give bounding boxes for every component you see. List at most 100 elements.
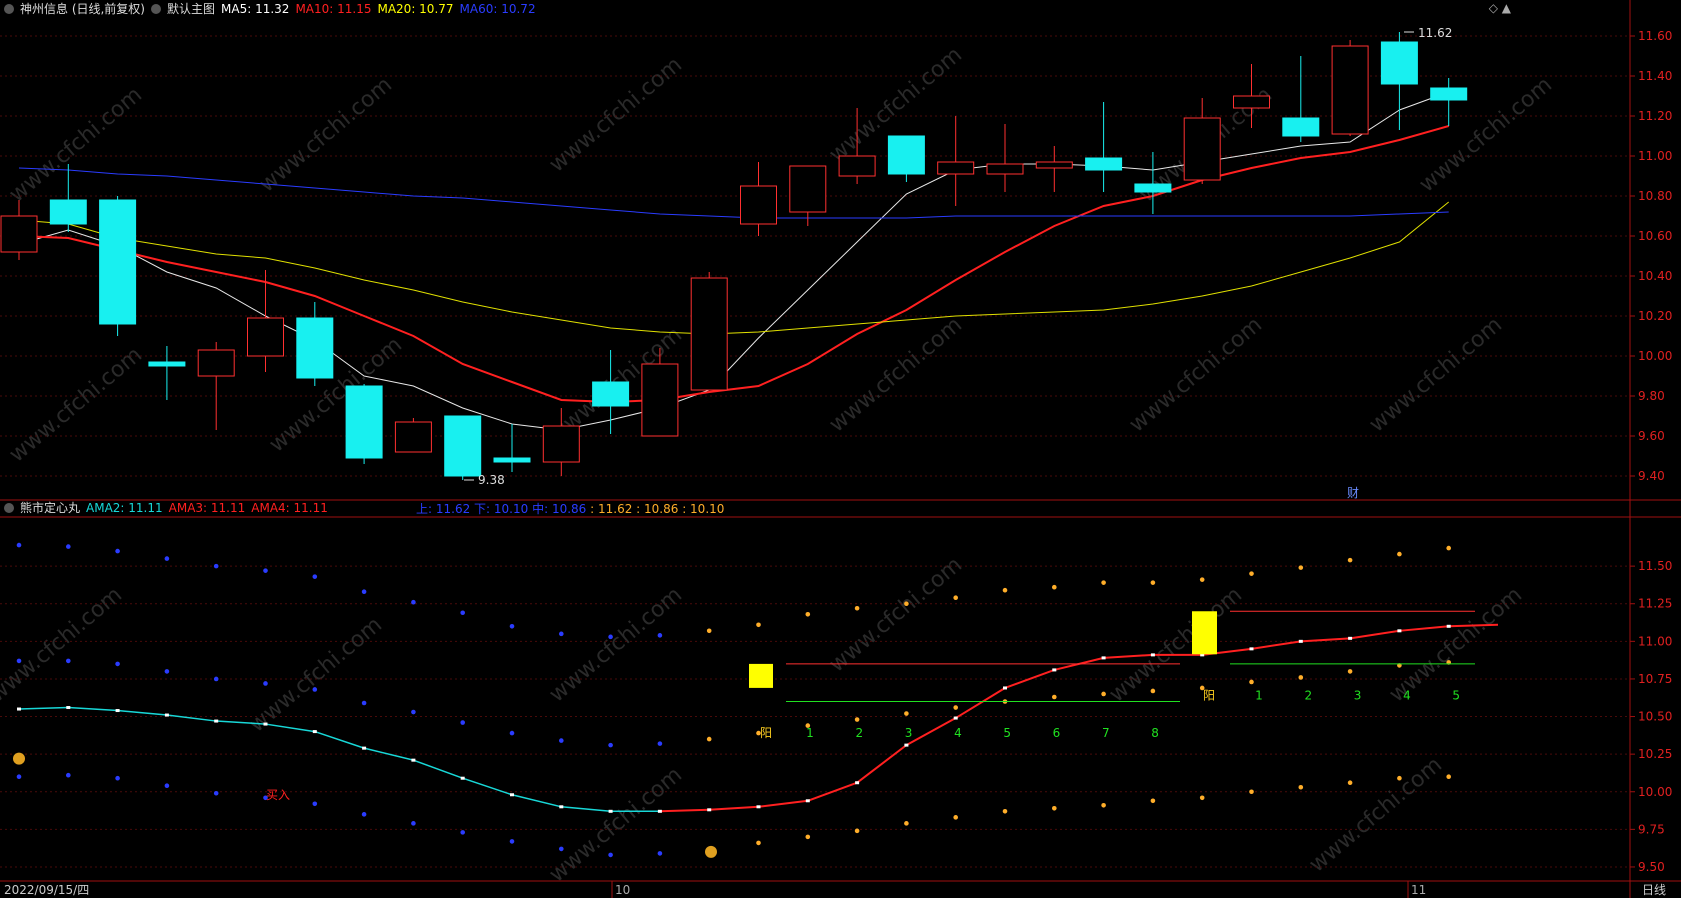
watermark: www.cfchi.com (545, 52, 687, 177)
stock-name[interactable]: 神州信息 (日线,前复权) (20, 2, 145, 16)
band-dot-upper (164, 556, 170, 561)
band-dot-upper (854, 605, 860, 611)
main-chart-label[interactable]: 默认主图 (167, 2, 216, 16)
indicator-tick-label: 11.00 (1638, 634, 1672, 648)
ama-point (1298, 639, 1303, 643)
candle-body (247, 317, 284, 357)
band-dot-lower (1002, 809, 1008, 814)
watermark: www.cfchi.com (1365, 312, 1507, 437)
band-dot-mid (115, 661, 120, 667)
candle-body (444, 415, 482, 477)
mid-value: 中: 10.86 (532, 502, 587, 516)
ama-line-segment (758, 799, 808, 808)
candle-body (887, 135, 925, 175)
ama-line-segment (561, 806, 611, 813)
ma-line-ma5 (18, 91, 1449, 431)
ama-line-segment (18, 706, 69, 710)
ama-line-segment (166, 714, 217, 722)
watermark: www.cfchi.com (825, 552, 967, 677)
price-tick-label: 9.60 (1638, 429, 1665, 443)
main-chart-header: 神州信息 (日线,前复权) 默认主图 MA5: 11.32 MA10: 11.15 MA… (4, 1, 542, 17)
band-dot-mid (854, 717, 860, 722)
band-dot-mid (164, 669, 170, 674)
yang-marker (1192, 611, 1217, 655)
band-dot-mid (1199, 685, 1205, 691)
band-dot-upper (1052, 584, 1057, 590)
ama-line-segment (1300, 637, 1351, 643)
circle-toggle-icon[interactable] (151, 4, 161, 14)
candle-body (1380, 41, 1418, 85)
band-dot-upper (411, 599, 416, 605)
low-price-label: 9.38 (478, 473, 505, 487)
candle-body (394, 421, 432, 453)
band-dot-lower (16, 774, 22, 780)
high-price-label: 11.62 (1418, 26, 1452, 40)
band-dot-lower (1249, 789, 1254, 795)
band-dot-upper (361, 589, 367, 595)
timeframe-label[interactable]: 日线 (1642, 883, 1667, 897)
ma-line-ma20 (18, 201, 1450, 335)
price-tick-label: 11.00 (1638, 149, 1672, 163)
ama-line-segment (1349, 629, 1400, 640)
buy-signal: 买入 (266, 788, 290, 802)
band-dot-upper (1002, 587, 1008, 593)
indicator-tick-label: 10.50 (1638, 710, 1672, 724)
band-dot-upper (509, 623, 515, 629)
band-dot-lower (805, 834, 811, 840)
ama-line-segment (955, 687, 1006, 719)
ama-line-segment (1399, 625, 1449, 632)
band-dot-mid (509, 730, 515, 736)
candle-body (740, 185, 777, 225)
band-dot-upper (608, 634, 613, 640)
ama-point (263, 722, 268, 726)
band-dot-mid (559, 738, 564, 743)
band-dot-upper (1397, 551, 1402, 557)
ma-line-ma60 (18, 167, 1449, 219)
indicator-name[interactable]: 熊市定心丸 (20, 501, 81, 515)
candle-body (1233, 95, 1270, 109)
smile-icon (705, 845, 717, 858)
band-dot-upper (805, 611, 811, 617)
band-dot-lower (115, 775, 120, 781)
circle-toggle-icon[interactable] (4, 4, 14, 14)
band-dot-lower (657, 851, 663, 856)
ma20-value: MA20: 10.77 (377, 2, 454, 16)
price-tick-label: 9.40 (1638, 469, 1665, 483)
price-tick-label: 10.00 (1638, 349, 1672, 363)
ama-point (953, 716, 958, 720)
price-tick-label: 10.80 (1638, 189, 1672, 203)
watermark: www.cfchi.com (0, 582, 127, 707)
count-label: 3 (1354, 688, 1362, 702)
band-dot-mid (312, 687, 318, 692)
diamond-icon[interactable]: ◇ ▲ (1488, 1, 1511, 15)
ama-point (805, 799, 810, 803)
ama-line-segment (314, 730, 365, 749)
candlesticks[interactable] (0, 32, 1468, 480)
band-dot-lower (608, 852, 613, 858)
candle-body (641, 363, 679, 437)
band-dot-upper (706, 628, 712, 634)
band-dot-lower (1052, 805, 1057, 811)
band-dot-upper (213, 563, 219, 569)
ama-line-segment (117, 709, 167, 716)
band-dot-upper (1347, 557, 1353, 563)
ama-line-segment (807, 781, 858, 802)
count-label: 1 (1255, 688, 1263, 702)
indicator-tick-label: 11.25 (1638, 597, 1672, 611)
price-tick-label: 11.20 (1638, 109, 1672, 123)
count-label: 6 (1053, 726, 1061, 740)
money-bag-icon (13, 752, 25, 765)
ama-point (214, 719, 219, 723)
count-label: 8 (1151, 726, 1159, 740)
band-dot-lower (1150, 798, 1156, 804)
candle-body (986, 163, 1024, 175)
band-dot-lower (1347, 780, 1353, 786)
circle-toggle-icon[interactable] (4, 503, 14, 513)
watermark: www.cfchi.com (255, 72, 397, 197)
candle-body (1331, 45, 1369, 135)
price-tick-label: 9.80 (1638, 389, 1665, 403)
watermark: www.cfchi.com (545, 582, 687, 707)
ama-line-segment (905, 717, 957, 747)
ama-point (707, 808, 712, 812)
